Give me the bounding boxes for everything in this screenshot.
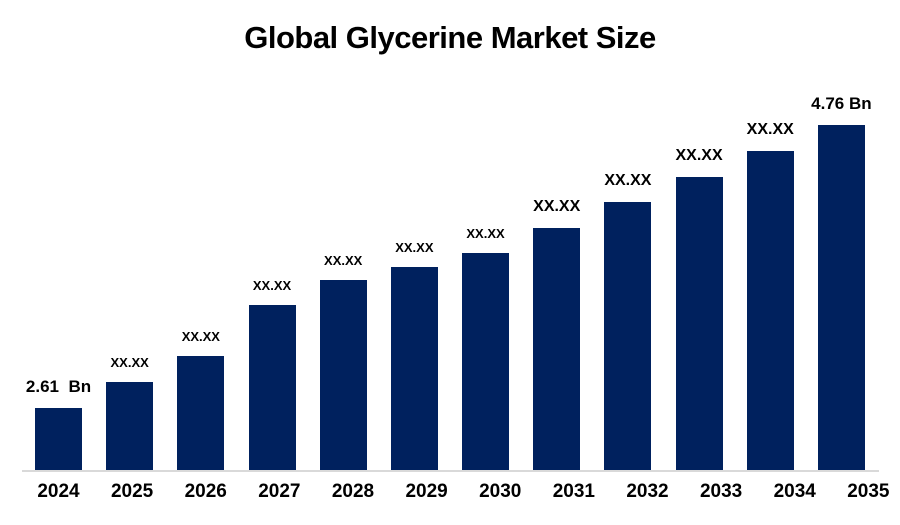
bar-column-2025: XX.XX bbox=[106, 355, 154, 470]
x-axis-line bbox=[22, 470, 879, 472]
bar-2029 bbox=[390, 267, 438, 470]
x-tick-2025: 2025 bbox=[110, 481, 154, 502]
value-label-2026: XX.XX bbox=[181, 329, 220, 344]
x-tick-2032: 2032 bbox=[626, 481, 669, 502]
bar-column-2029: XX.XX bbox=[390, 240, 438, 470]
bar-2030 bbox=[462, 253, 510, 470]
value-label-2029: XX.XX bbox=[395, 240, 434, 255]
bar-column-2033: XX.XX bbox=[675, 147, 723, 470]
bar-column-2027: XX.XX bbox=[248, 278, 296, 470]
bar-2027 bbox=[248, 305, 296, 470]
bar-2024 bbox=[35, 408, 82, 470]
value-label-2031: XX.XX bbox=[533, 198, 581, 215]
bar-column-2028: XX.XX bbox=[319, 253, 367, 470]
bar-2033 bbox=[675, 177, 723, 470]
value-label-2035: 4.76 Bn bbox=[811, 94, 872, 113]
x-tick-2033: 2033 bbox=[699, 481, 743, 502]
x-tick-2026: 2026 bbox=[184, 481, 227, 502]
bars-container: 2.61 Bn XX.XX XX.XX XX.XX XX.XX XX.XX XX.XX XX.… bbox=[22, 86, 879, 470]
bar-column-2035: 4.76 Bn bbox=[811, 95, 872, 470]
chart-title: Global Glycerine Market Size bbox=[244, 20, 656, 55]
value-label-2034: XX.XX bbox=[746, 121, 794, 138]
x-tick-2028: 2028 bbox=[331, 481, 375, 502]
bar-column-2032: XX.XX bbox=[604, 173, 651, 470]
bar-2035 bbox=[817, 125, 865, 470]
bar-column-2024: 2.61 Bn bbox=[26, 378, 91, 470]
bar-2034 bbox=[746, 151, 794, 470]
x-tick-2024: 2024 bbox=[37, 481, 80, 502]
bar-column-2034: XX.XX bbox=[747, 122, 794, 470]
bar-chart-plot-area: 2.61 Bn XX.XX XX.XX XX.XX XX.XX XX.XX XX.XX XX.… bbox=[22, 86, 879, 472]
bar-2032 bbox=[604, 202, 652, 470]
bar-column-2030: XX.XX bbox=[462, 226, 510, 470]
x-tick-2029: 2029 bbox=[405, 481, 448, 502]
value-label-2027: XX.XX bbox=[252, 278, 292, 293]
x-axis-labels-row: 2024 2025 2026 2027 2028 2029 2030 2031 2032 2033… bbox=[22, 481, 900, 504]
bar-column-2031: XX.XX bbox=[533, 199, 580, 470]
x-tick-2027: 2027 bbox=[258, 481, 301, 502]
value-label-2024: 2.61 Bn bbox=[25, 377, 92, 396]
bar-2026 bbox=[177, 356, 225, 470]
x-tick-2034: 2034 bbox=[773, 481, 816, 502]
bar-2025 bbox=[106, 382, 154, 470]
value-label-2025: XX.XX bbox=[110, 355, 149, 370]
value-label-2032: XX.XX bbox=[604, 172, 652, 189]
bar-2028 bbox=[319, 280, 367, 470]
bar-column-2026: XX.XX bbox=[177, 329, 225, 470]
x-tick-2031: 2031 bbox=[552, 481, 596, 502]
value-label-2030: XX.XX bbox=[466, 226, 505, 241]
x-tick-2030: 2030 bbox=[479, 481, 522, 502]
x-tick-2035: 2035 bbox=[847, 481, 890, 502]
value-label-2028: XX.XX bbox=[324, 253, 363, 268]
value-label-2033: XX.XX bbox=[675, 147, 723, 164]
bar-2031 bbox=[533, 228, 581, 470]
